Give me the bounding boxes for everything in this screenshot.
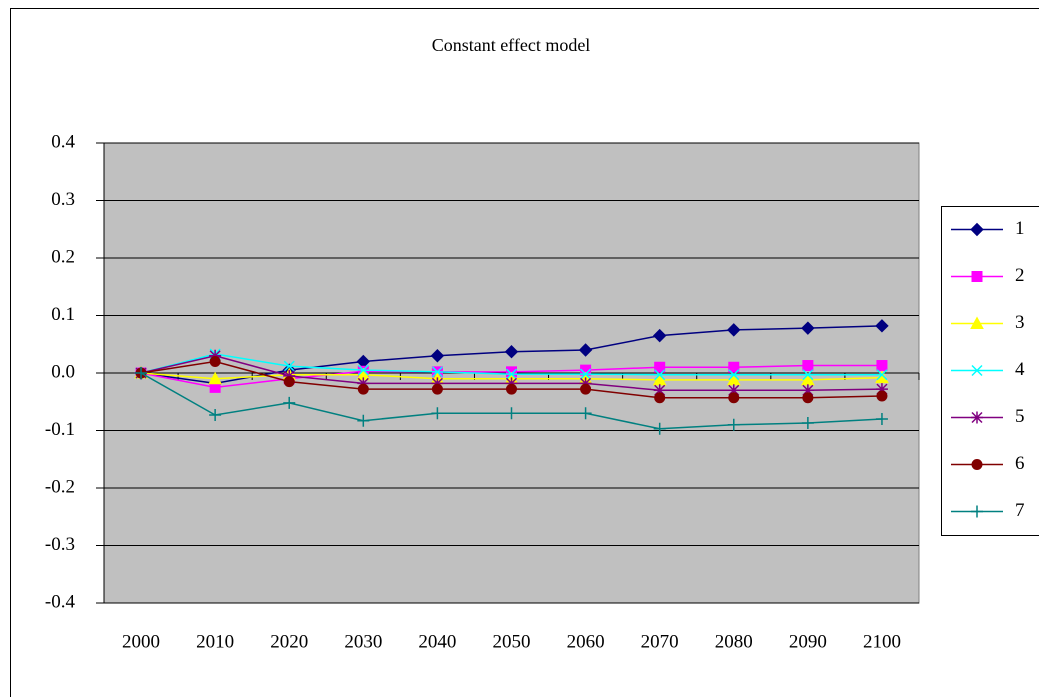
- data-point: [876, 369, 888, 381]
- data-point: [283, 376, 295, 388]
- data-point: [727, 323, 741, 337]
- data-point: [875, 383, 888, 396]
- data-point: [431, 377, 444, 390]
- y-tick-label: -0.1: [45, 419, 75, 440]
- data-point: [653, 422, 666, 435]
- legend-label: 7: [1015, 500, 1025, 521]
- data-point: [580, 368, 592, 380]
- data-point: [283, 396, 296, 409]
- data-point: [357, 364, 369, 376]
- y-tick-label: 0.4: [51, 131, 75, 152]
- legend-marker: [971, 505, 983, 518]
- legend-label: 4: [1015, 359, 1025, 380]
- y-tick-label: -0.3: [45, 534, 75, 555]
- data-point: [653, 384, 666, 397]
- y-tick-label: 0.0: [51, 361, 75, 382]
- legend-label: 3: [1015, 312, 1025, 333]
- data-point: [283, 369, 296, 382]
- x-tick-label: 2030: [344, 631, 382, 652]
- data-point: [430, 349, 445, 363]
- data-point: [506, 383, 517, 395]
- legend-marker: [970, 222, 984, 237]
- x-tick-label: 2010: [196, 631, 234, 652]
- data-point: [208, 371, 222, 385]
- data-point: [801, 321, 815, 335]
- x-tick-label: 2020: [270, 631, 308, 652]
- data-point: [505, 368, 518, 380]
- data-point: [875, 413, 888, 425]
- x-tick-label: 2100: [863, 631, 901, 652]
- x-tick-label: 2090: [789, 631, 827, 652]
- data-point: [431, 407, 444, 420]
- y-tick-label: 0.3: [51, 189, 75, 210]
- data-point: [357, 383, 369, 395]
- data-point: [431, 366, 443, 378]
- data-point: [875, 319, 889, 333]
- legend-marker: [971, 271, 983, 282]
- data-point: [728, 392, 740, 404]
- legend-label: 5: [1015, 406, 1025, 427]
- x-tick-label: 2060: [567, 631, 605, 652]
- legend-marker: [971, 459, 983, 470]
- data-point: [209, 349, 222, 362]
- data-point: [357, 377, 370, 390]
- legend-label: 1: [1015, 218, 1025, 239]
- data-point: [505, 377, 518, 390]
- legend-marker: [971, 364, 983, 377]
- data-point: [209, 356, 221, 367]
- data-point: [728, 369, 740, 381]
- data-point: [135, 367, 148, 379]
- data-point: [578, 343, 593, 357]
- data-point: [801, 384, 814, 397]
- data-point: [357, 414, 370, 427]
- y-tick-label: -0.2: [45, 476, 75, 497]
- legend-marker: [970, 316, 984, 329]
- data-point: [876, 390, 888, 402]
- x-tick-label: 2070: [641, 631, 679, 652]
- data-point: [876, 360, 888, 372]
- legend-label: 2: [1015, 265, 1025, 286]
- x-tick-label: 2000: [122, 631, 160, 652]
- data-point: [209, 408, 222, 421]
- data-point: [654, 361, 666, 373]
- data-point: [802, 360, 814, 372]
- legend-marker: [971, 411, 983, 424]
- x-tick-label: 2080: [715, 631, 753, 652]
- data-point: [652, 328, 667, 343]
- y-tick-label: 0.2: [51, 246, 75, 267]
- data-point: [654, 392, 666, 404]
- data-point: [504, 345, 519, 359]
- data-point: [431, 383, 443, 395]
- x-tick-label: 2040: [418, 631, 456, 652]
- data-point: [580, 383, 592, 395]
- data-point: [727, 418, 740, 431]
- x-tick-label: 2050: [493, 631, 531, 652]
- legend-label: 6: [1015, 453, 1025, 474]
- data-point: [579, 407, 592, 420]
- y-tick-label: -0.4: [45, 591, 76, 612]
- data-point: [505, 407, 518, 420]
- data-point: [579, 377, 592, 390]
- data-point: [728, 361, 740, 373]
- chart-title: Constant effect model: [432, 35, 591, 55]
- data-point: [802, 369, 814, 381]
- data-point: [801, 417, 814, 430]
- data-point: [727, 384, 740, 397]
- y-tick-label: 0.1: [51, 304, 75, 325]
- data-point: [283, 360, 295, 372]
- data-point: [654, 369, 666, 381]
- data-point: [802, 392, 814, 404]
